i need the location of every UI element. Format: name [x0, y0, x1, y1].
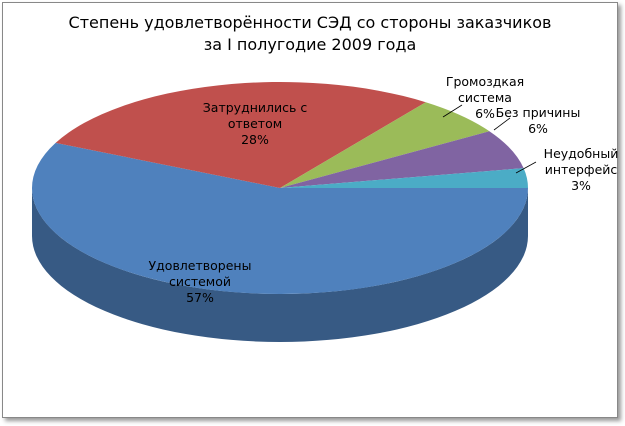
- data-label: Неудобный интерфейс 3%: [536, 146, 625, 194]
- data-label: Без причины 6%: [488, 105, 588, 137]
- category-label: Громоздкая система: [445, 74, 525, 105]
- value-label: 28%: [241, 132, 269, 147]
- data-label: Удовлетворены системой 57%: [130, 258, 270, 306]
- value-label: 6%: [528, 121, 548, 136]
- slice-top: [31, 142, 529, 295]
- slice-top: [55, 82, 426, 188]
- slice-side: [32, 188, 528, 342]
- slice: [280, 168, 528, 188]
- chart-title: Степень удовлетворённости СЭД со стороны…: [68, 13, 552, 54]
- category-label: Без причины: [495, 105, 581, 120]
- value-label: 3%: [571, 178, 591, 193]
- value-label: 6%: [475, 106, 495, 121]
- leader-line: [493, 117, 511, 131]
- slice: [31, 142, 529, 342]
- leader-line: [515, 161, 537, 174]
- category-label: Затруднились с ответом: [202, 100, 308, 131]
- slice: [55, 82, 426, 188]
- data-label: Затруднились с ответом 28%: [190, 100, 320, 148]
- leader-line: [442, 104, 463, 118]
- value-label: 57%: [186, 290, 214, 305]
- slice-top: [280, 168, 528, 188]
- slice-top: [280, 131, 524, 188]
- slice: [280, 131, 524, 188]
- slice-top: [280, 102, 490, 188]
- slice: [280, 102, 490, 188]
- data-label: Громоздкая система 6%: [430, 74, 540, 122]
- category-label: Неудобный интерфейс: [543, 146, 619, 177]
- category-label: Удовлетворены системой: [148, 258, 252, 289]
